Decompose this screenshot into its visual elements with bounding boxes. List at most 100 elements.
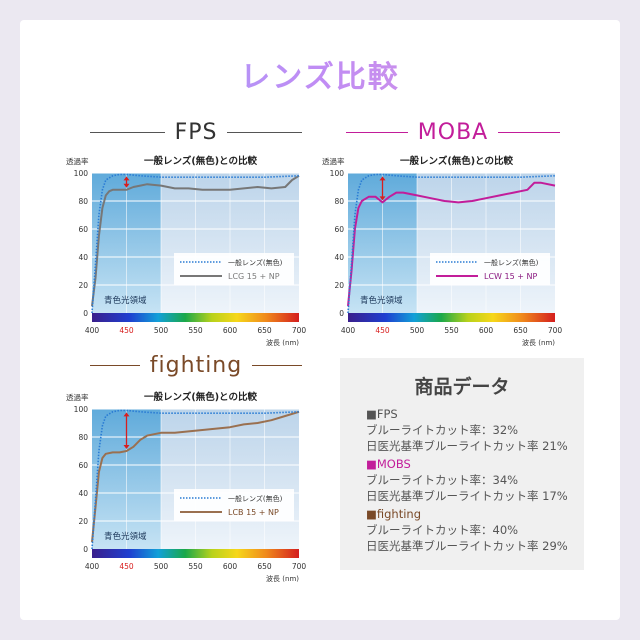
spectrum-bar — [92, 313, 299, 322]
transmittance-chart: 青色光領域 0 20 40 60 80 100 400 450 500 550 600 650 700 透過… — [322, 155, 563, 347]
legend-box — [174, 489, 294, 521]
x-tick-label: 700 — [548, 326, 563, 335]
product-data-fighting: ■fighting ブルーライトカット率：40% 日医光基準ブルーライトカット率… — [366, 506, 568, 554]
heading-rule — [90, 132, 165, 133]
x-tick-label: 650 — [513, 326, 528, 335]
y-tick-label: 80 — [78, 197, 88, 206]
y-tick-label: 80 — [78, 433, 88, 442]
region-label: 青色光領域 — [104, 295, 147, 306]
spectrum-bar — [348, 313, 555, 322]
page-title: レンズ比較 — [0, 52, 640, 96]
chart-title: 一般レンズ(無色)との比較 — [144, 391, 257, 403]
y-axis-label: 透過率 — [322, 156, 345, 166]
y-tick-label: 20 — [334, 281, 344, 290]
y-tick-label: 60 — [334, 225, 344, 234]
cut-rate: ブルーライトカット率：34% — [366, 473, 519, 487]
standard-cut-rate: 日医光基準ブルーライトカット率 29% — [366, 539, 568, 553]
x-tick-label: 400 — [85, 326, 100, 335]
cut-rate: ブルーライトカット率：32% — [366, 423, 519, 437]
y-tick-label: 100 — [74, 169, 89, 178]
standard-cut-rate: 日医光基準ブルーライトカット率 21% — [366, 439, 568, 453]
diff-arrow-head — [379, 176, 386, 181]
section-title-fps: FPS — [174, 120, 218, 145]
x-tick-label: 600 — [223, 326, 238, 335]
y-tick-label: 20 — [78, 517, 88, 526]
section-title-fighting: fighting — [149, 353, 243, 378]
x-tick-label: 550 — [188, 326, 203, 335]
heading-rule — [227, 132, 303, 133]
chart-fighting: 青色光領域 0 20 40 60 80 100 400 450 500 550 600 650 700 透過… — [62, 384, 312, 584]
region-label: 青色光領域 — [104, 531, 147, 542]
x-tick-label: 550 — [188, 562, 203, 571]
diff-arrow-head — [123, 412, 130, 417]
y-tick-label: 100 — [330, 169, 345, 178]
x-axis-label: 波長 (nm) — [266, 574, 299, 583]
y-tick-label: 0 — [83, 545, 88, 554]
x-tick-label: 500 — [154, 562, 169, 571]
y-axis-label: 透過率 — [66, 156, 89, 166]
x-tick-label: 650 — [257, 562, 272, 571]
x-tick-label: 600 — [479, 326, 494, 335]
series-line-product — [91, 174, 300, 307]
chart-title: 一般レンズ(無色)との比較 — [400, 155, 513, 167]
y-tick-label: 0 — [83, 309, 88, 318]
y-axis-label: 透過率 — [66, 392, 89, 402]
x-tick-label: 500 — [410, 326, 425, 335]
section-title-moba: MOBA — [417, 120, 489, 145]
section-heading-fps: FPS — [90, 120, 303, 145]
x-tick-label: 600 — [223, 562, 238, 571]
y-tick-label: 60 — [78, 461, 88, 470]
spectrum-bar — [92, 549, 299, 558]
legend-label-normal: 一般レンズ(無色) — [228, 494, 283, 503]
y-tick-label: 20 — [78, 281, 88, 290]
heading-rule — [346, 132, 408, 133]
legend-label-normal: 一般レンズ(無色) — [228, 258, 283, 267]
chart-fps: 青色光領域 0 20 40 60 80 100 400 450 500 550 600 650 700 透過… — [62, 148, 312, 348]
chart-title: 一般レンズ(無色)との比較 — [144, 155, 257, 167]
x-tick-label: 400 — [85, 562, 100, 571]
y-tick-label: 80 — [334, 197, 344, 206]
product-data-title: 商品データ — [414, 376, 510, 398]
standard-cut-rate: 日医光基準ブルーライトカット率 17% — [366, 489, 568, 503]
x-tick-label: 500 — [154, 326, 169, 335]
heading-rule — [498, 132, 561, 133]
region-label: 青色光領域 — [360, 295, 403, 306]
cut-rate: ブルーライトカット率：40% — [366, 523, 519, 537]
y-tick-label: 0 — [339, 309, 344, 318]
legend-box — [174, 253, 294, 285]
legend-box — [430, 253, 550, 285]
series-line-normal — [91, 409, 300, 550]
y-tick-label: 40 — [78, 253, 88, 262]
x-tick-label: 400 — [341, 326, 356, 335]
diff-arrow-head — [123, 445, 130, 449]
diff-arrow-head — [123, 183, 130, 188]
product-label: ■fighting — [366, 507, 421, 521]
x-tick-label: 450 — [119, 562, 134, 571]
heading-rule — [90, 365, 140, 366]
legend-label-product: LCW 15 + NP — [484, 272, 537, 281]
section-heading-moba: MOBA — [346, 120, 561, 145]
x-tick-label: 550 — [444, 326, 459, 335]
diff-arrow-head — [379, 196, 386, 201]
y-tick-label: 60 — [78, 225, 88, 234]
series-line-product — [347, 181, 556, 307]
x-axis-label: 波長 (nm) — [266, 338, 299, 347]
transmittance-chart: 青色光領域 0 20 40 60 80 100 400 450 500 550 600 650 700 透過… — [66, 391, 306, 583]
x-tick-label: 700 — [292, 326, 307, 335]
chart-moba: 青色光領域 0 20 40 60 80 100 400 450 500 550 600 650 700 透過… — [318, 148, 568, 348]
transmittance-chart: 青色光領域 0 20 40 60 80 100 400 450 500 550 600 650 700 透過… — [66, 155, 307, 347]
legend-label-product: LCB 15 + NP — [228, 508, 279, 517]
series-line-normal — [347, 173, 556, 314]
legend-label-normal: 一般レンズ(無色) — [484, 258, 539, 267]
section-heading-fighting: fighting — [90, 353, 303, 378]
series-line-normal — [91, 173, 300, 314]
legend-label-product: LCG 15 + NP — [228, 272, 280, 281]
heading-rule — [252, 365, 303, 366]
x-tick-label: 650 — [257, 326, 272, 335]
y-tick-label: 40 — [78, 489, 88, 498]
product-data-fps: ■FPS ブルーライトカット率：32% 日医光基準ブルーライトカット率 21% — [366, 406, 568, 454]
y-tick-label: 40 — [334, 253, 344, 262]
product-label: ■MOBS — [366, 457, 411, 471]
diff-arrow-head — [123, 176, 130, 181]
x-tick-label: 450 — [119, 326, 134, 335]
